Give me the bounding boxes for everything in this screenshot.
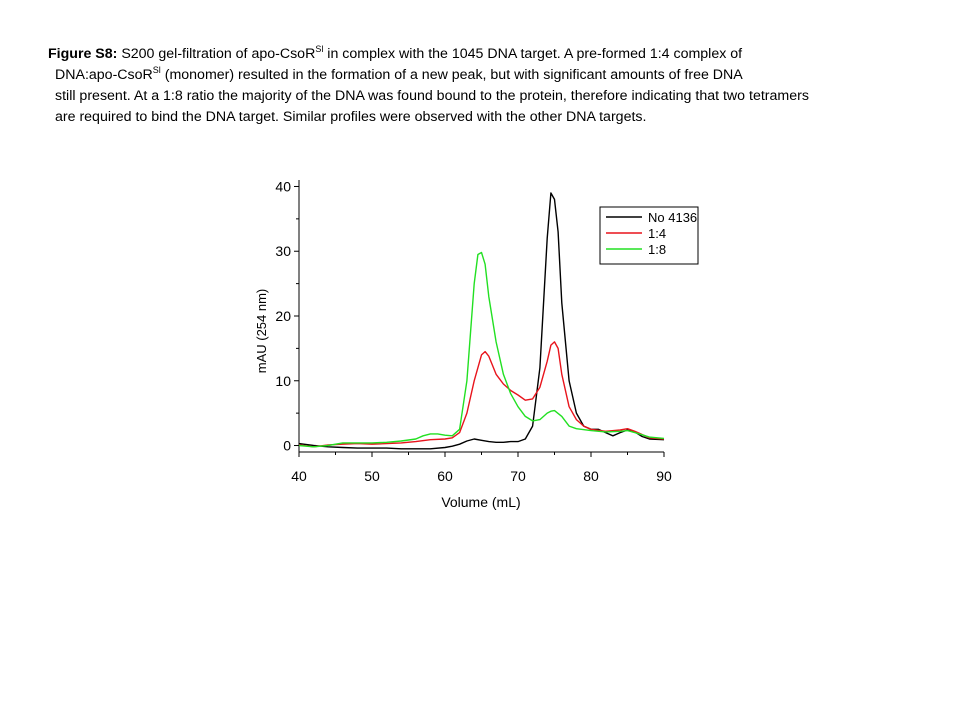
y-tick-label: 20 [275,308,291,324]
y-ticks: 0 10 20 30 40 [275,178,299,454]
x-tick-label: 50 [364,468,380,484]
caption-line-3: still present. At a 1:8 ratio the majori… [55,88,809,104]
figure-caption: Figure S8: S200 gel-filtration of apo-Cs… [48,44,938,128]
x-tick-label: 60 [437,468,453,484]
series-group [298,192,665,450]
series-line-2 [298,251,665,448]
series-line-0 [298,192,665,450]
y-tick-label: 30 [275,243,291,259]
legend-entry: 1:4 [648,226,666,241]
caption-line-4: are required to bind the DNA target. Sim… [55,109,647,125]
y-tick-label: 0 [283,438,291,454]
legend-entry: 1:8 [648,242,666,257]
figure-label: Figure S8: [48,46,118,62]
x-tick-label: 90 [656,468,672,484]
series-line-1 [298,341,665,448]
y-axis-label: mAU (254 nm) [254,289,269,374]
caption-line-1: Figure S8: S200 gel-filtration of apo-Cs… [48,44,743,63]
caption-line-2: DNA:apo-CsoRSl (monomer) resulted in the… [55,65,743,84]
legend-entry: No 4136 [648,210,697,225]
x-tick-label: 80 [583,468,599,484]
y-tick-label: 40 [275,178,291,194]
y-tick-label: 10 [275,373,291,389]
x-tick-label: 40 [291,468,307,484]
x-tick-label: 70 [510,468,526,484]
x-axis-label: Volume (mL) [441,494,520,510]
x-ticks: 40 50 60 70 80 90 [291,452,672,484]
